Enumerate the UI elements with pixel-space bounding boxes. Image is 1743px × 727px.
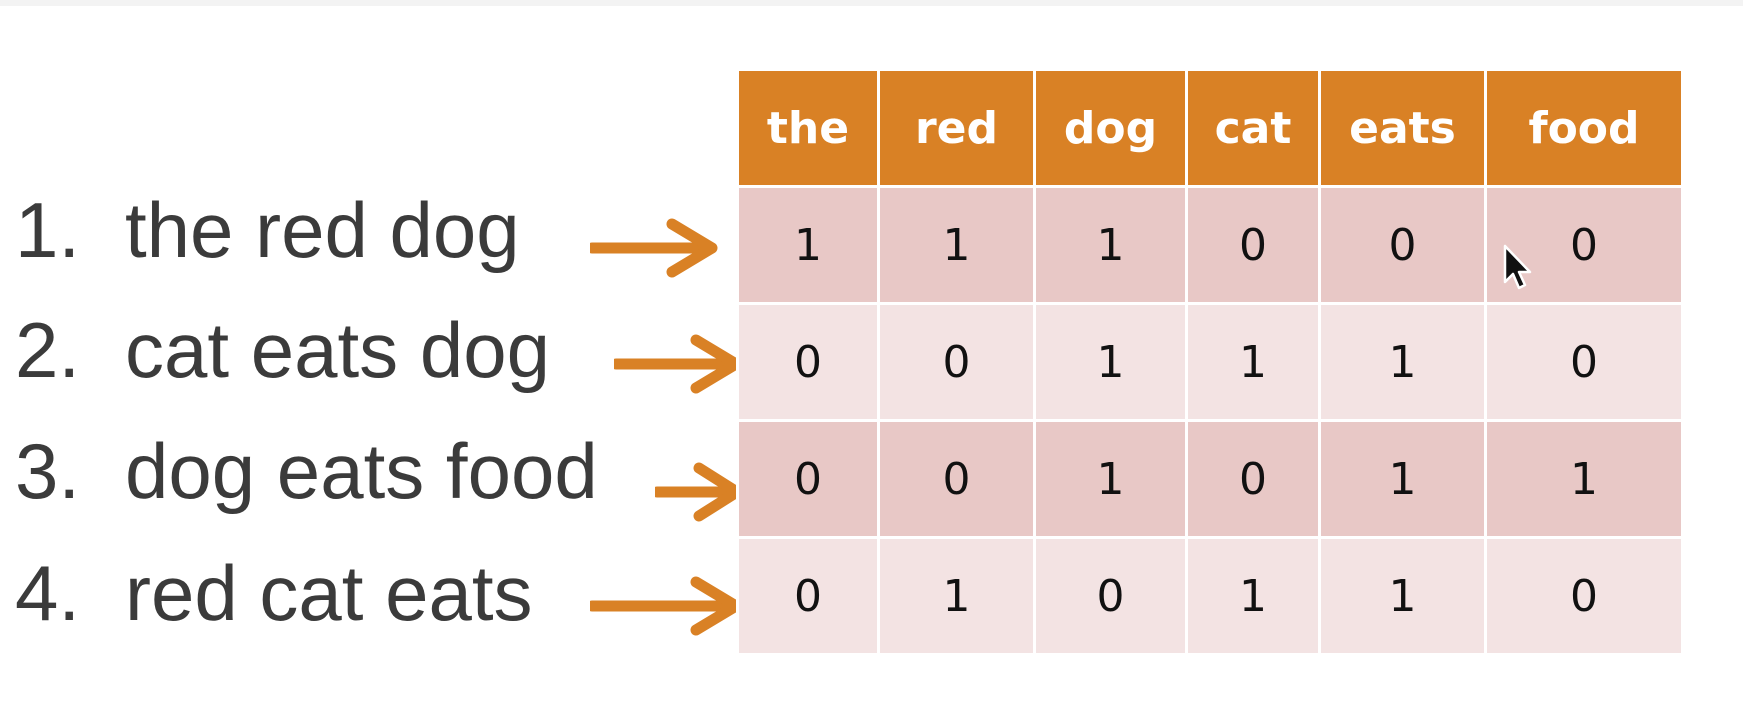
table-cell: 0 xyxy=(736,302,880,422)
table-cell: 1 xyxy=(1318,302,1487,422)
table-cell: 1 xyxy=(736,185,880,305)
sentence-text: cat eats dog xyxy=(125,305,550,394)
table-cell: 1 xyxy=(1484,419,1684,539)
table-row: 0 1 0 1 1 0 xyxy=(736,536,1684,656)
sentence-number: 3. xyxy=(15,426,81,515)
sentence-text: red cat eats xyxy=(125,548,533,637)
table-cell: 1 xyxy=(1318,536,1487,656)
table-cell: 0 xyxy=(1033,536,1188,656)
table-cell: 1 xyxy=(1033,185,1188,305)
top-strip xyxy=(0,0,1743,6)
sentence-4: 4. red cat eats xyxy=(15,543,533,643)
table-cell: 0 xyxy=(1185,185,1321,305)
sentence-3: 3. dog eats food xyxy=(15,421,598,521)
table-cell: 1 xyxy=(1318,419,1487,539)
table-cell: 0 xyxy=(1484,302,1684,422)
table-row: 1 1 1 0 0 0 xyxy=(736,185,1684,305)
sentence-2: 2. cat eats dog xyxy=(15,300,550,400)
table-cell: 0 xyxy=(877,302,1036,422)
table-cell: 0 xyxy=(877,419,1036,539)
sentence-number: 1. xyxy=(15,185,81,274)
sentence-number: 2. xyxy=(15,305,81,394)
table-cell: 1 xyxy=(877,536,1036,656)
table-cell: 1 xyxy=(1185,302,1321,422)
right-arrow-icon xyxy=(614,334,742,394)
sentence-text: the red dog xyxy=(125,185,520,274)
right-arrow-icon xyxy=(655,462,743,522)
bag-of-words-table: the red dog cat eats food 1 1 1 0 0 0 0 … xyxy=(736,68,1684,656)
sentence-text: dog eats food xyxy=(125,426,598,515)
header-eats: eats xyxy=(1318,68,1487,188)
sentence-1: 1. the red dog xyxy=(15,180,520,280)
header-red: red xyxy=(877,68,1036,188)
right-arrow-icon xyxy=(590,576,742,636)
header-dog: dog xyxy=(1033,68,1188,188)
table-cell: 0 xyxy=(1484,185,1684,305)
header-food: food xyxy=(1484,68,1684,188)
table-cell: 1 xyxy=(1033,302,1188,422)
mouse-pointer-icon xyxy=(1503,244,1532,290)
table-cell: 0 xyxy=(1318,185,1487,305)
table-cell: 1 xyxy=(877,185,1036,305)
header-the: the xyxy=(736,68,880,188)
table-cell: 1 xyxy=(1185,536,1321,656)
table-cell: 1 xyxy=(1033,419,1188,539)
table-row: 0 0 1 1 1 0 xyxy=(736,302,1684,422)
table-cell: 0 xyxy=(1484,536,1684,656)
header-cat: cat xyxy=(1185,68,1321,188)
table-cell: 0 xyxy=(736,419,880,539)
right-arrow-icon xyxy=(590,218,718,278)
header-row: the red dog cat eats food xyxy=(736,68,1684,188)
table-cell: 0 xyxy=(736,536,880,656)
sentence-number: 4. xyxy=(15,548,81,637)
table-cell: 0 xyxy=(1185,419,1321,539)
table-row: 0 0 1 0 1 1 xyxy=(736,419,1684,539)
